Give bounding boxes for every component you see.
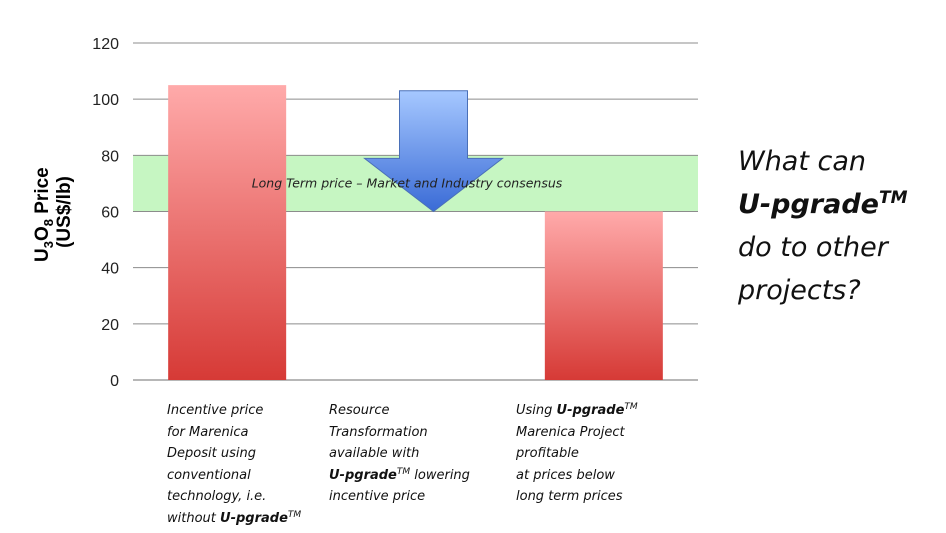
cap-2-line-1: Resource	[329, 403, 390, 418]
down-arrow	[363, 90, 504, 213]
band-label: Long Term price – Market and Industry co…	[252, 175, 563, 190]
side-question-text: What can U-pgradeTM do to other projects?	[738, 140, 907, 312]
caption-incentive-price: Incentive price for Marenica Deposit using…	[167, 400, 301, 529]
cap-1-line-6: without U-pgradeTM	[167, 509, 302, 526]
y-tick-20: 20	[101, 317, 119, 334]
cap-1-line-1: Incentive price	[167, 403, 264, 418]
caption-using-upgrade: Using U-pgradeTM Marenica Project profitab…	[516, 400, 638, 508]
cap-3-line-5: long term prices	[516, 489, 623, 504]
y-tick-60: 60	[101, 205, 119, 222]
bar-1	[168, 85, 287, 380]
cap-2-line-3: available with	[329, 446, 420, 461]
y-tick-120: 120	[92, 36, 119, 53]
y-tick-40: 40	[101, 261, 119, 278]
y-tick-80: 80	[101, 148, 119, 165]
y-tick-100: 100	[92, 92, 119, 109]
cap-3-line-2: Marenica Project	[516, 424, 625, 440]
cap-2-line-5: incentive price	[329, 489, 426, 504]
caption-resource-transformation: Resource Transformation available with U-pg…	[329, 400, 470, 508]
cap-3-line-4: at prices below	[516, 467, 615, 483]
side-text-line-3: do to other	[738, 232, 888, 263]
cap-1-line-5: technology, i.e.	[167, 489, 267, 504]
cap-2-line-2: Transformation	[329, 424, 428, 440]
side-text-line-1: What can	[738, 146, 867, 177]
cap-3-line-1: Using U-pgradeTM	[516, 402, 638, 419]
side-text-line-4: projects?	[738, 275, 861, 306]
y-tick-0: 0	[110, 373, 119, 390]
side-text-line-2: U-pgradeTM	[738, 188, 908, 220]
y-axis-label: U3O8 Price (US$/lb)	[32, 162, 75, 262]
bar-3	[544, 211, 663, 380]
cap-2-line-4: U-pgradeTM lowering	[329, 466, 470, 483]
cap-3-line-3: profitable	[516, 446, 579, 461]
cap-1-line-3: Deposit using	[167, 446, 256, 461]
cap-1-line-2: for Marenica	[167, 424, 249, 440]
cap-1-line-4: conventional	[167, 467, 251, 483]
